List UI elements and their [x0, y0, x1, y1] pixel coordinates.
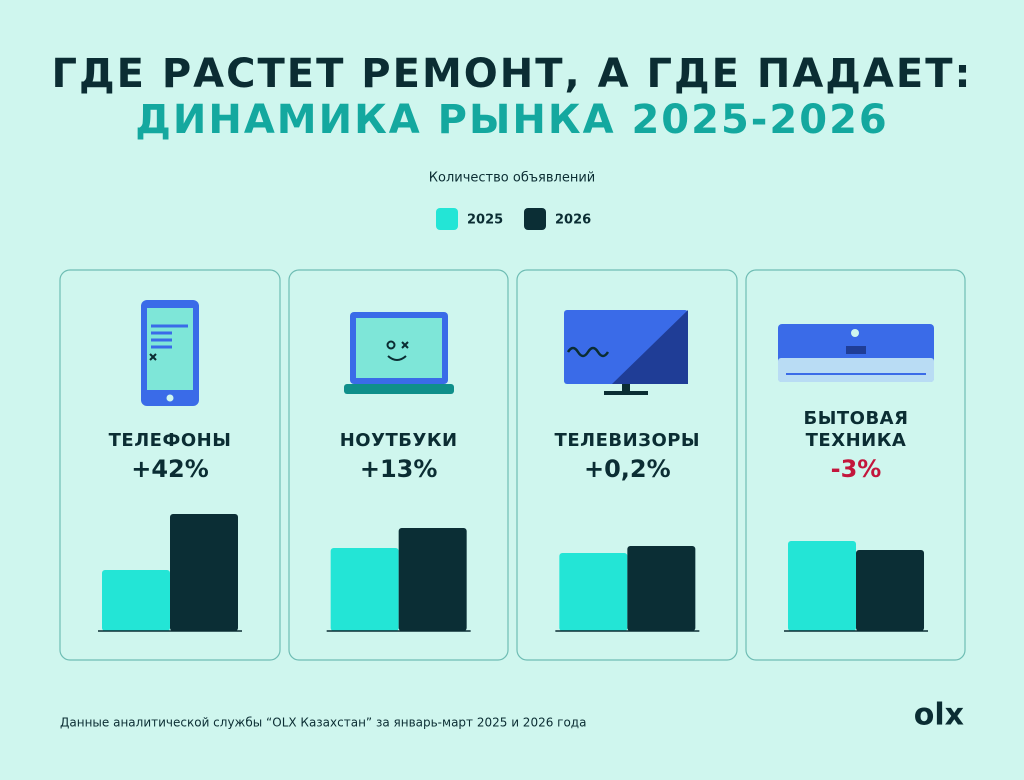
category-label: ТЕЛЕФОНЫ	[108, 430, 232, 451]
change-label: +0,2%	[583, 455, 671, 483]
bar	[627, 546, 696, 631]
panels	[59, 269, 966, 661]
bar	[856, 550, 925, 631]
legend-label: 2026	[555, 213, 591, 228]
change-label: +13%	[359, 455, 438, 483]
logo: olx	[914, 698, 964, 733]
footnote: Данные аналитической службы “OLX Казахст…	[60, 716, 586, 730]
bar	[788, 541, 857, 631]
chart-title: ГДЕ РАСТЕТ РЕМОНТ, А ГДЕ ПАДАЕТ:	[51, 51, 972, 97]
tv-icon	[564, 310, 688, 395]
panel	[59, 269, 281, 661]
bar	[170, 514, 238, 631]
change-label: +42%	[131, 455, 209, 483]
y-label: Количество объявлений	[429, 171, 595, 186]
panel	[288, 269, 509, 661]
category-label: БЫТОВАЯ ТЕХНИКА	[803, 408, 909, 451]
legend-swatch	[524, 208, 546, 230]
bar	[330, 548, 399, 631]
panel	[516, 269, 738, 661]
legend-swatch	[436, 208, 458, 230]
laptop-icon	[344, 312, 454, 394]
ac-icon	[778, 324, 934, 382]
chart-subtitle: ДИНАМИКА РЫНКА 2025-2026	[135, 97, 888, 143]
category-label: НОУТБУКИ	[339, 430, 458, 451]
change-label: -3%	[830, 455, 882, 483]
legend-label: 2025	[467, 213, 503, 228]
bar	[102, 570, 170, 631]
panel	[745, 269, 966, 661]
phone-icon	[141, 300, 199, 406]
bar	[398, 528, 467, 631]
bar	[559, 553, 628, 631]
category-label: ТЕЛЕВИЗОРЫ	[554, 430, 701, 451]
